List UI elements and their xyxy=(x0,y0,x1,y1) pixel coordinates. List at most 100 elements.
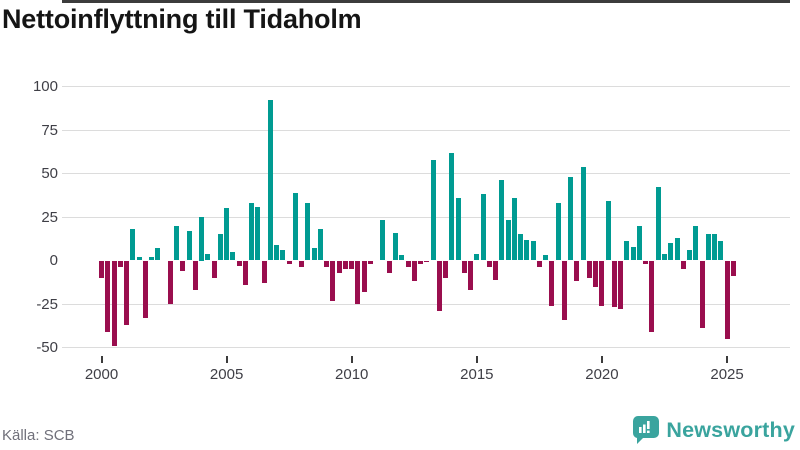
bar-positive xyxy=(311,248,317,261)
bar-positive xyxy=(224,208,230,261)
bar-positive xyxy=(474,253,480,261)
bar-negative xyxy=(236,260,242,266)
bar-negative xyxy=(493,260,499,280)
zero-axis-line xyxy=(62,0,790,3)
bar-negative xyxy=(468,260,474,291)
bar-negative xyxy=(724,260,730,339)
bar-negative xyxy=(299,260,305,268)
bar-negative xyxy=(418,260,424,264)
bar-positive xyxy=(630,246,636,261)
bar-negative xyxy=(330,260,336,301)
bar-negative xyxy=(105,260,111,332)
bar-positive xyxy=(130,229,136,261)
bar-positive xyxy=(705,234,711,261)
bar-positive xyxy=(605,201,611,261)
x-tick-label: 2015 xyxy=(460,366,494,383)
bar-positive xyxy=(255,206,261,261)
bar-negative xyxy=(336,260,342,273)
bar-positive xyxy=(655,187,661,261)
newsworthy-wordmark: Newsworthy xyxy=(666,417,795,442)
bar-positive xyxy=(292,192,298,261)
bar-negative xyxy=(486,260,492,268)
bar-positive xyxy=(249,203,255,261)
bar-negative xyxy=(586,260,592,278)
x-tick-mark xyxy=(600,356,603,363)
gridline xyxy=(62,86,790,87)
bar-positive xyxy=(511,197,517,261)
newsworthy-logo[interactable]: Newsworthy xyxy=(633,416,795,444)
y-tick-label: -25 xyxy=(36,295,58,313)
y-tick-label: 75 xyxy=(41,121,58,139)
bar-positive xyxy=(305,203,311,261)
bar-positive xyxy=(518,234,524,261)
bar-positive xyxy=(624,241,630,261)
bar-positive xyxy=(480,194,486,261)
bar-positive xyxy=(136,257,142,261)
bar-negative xyxy=(192,260,198,291)
bar-negative xyxy=(142,260,148,318)
bar-positive xyxy=(661,253,667,261)
bar-negative xyxy=(574,260,580,282)
bar-negative xyxy=(680,260,686,270)
bar-positive xyxy=(580,166,586,261)
bar-positive xyxy=(674,237,680,261)
bar-positive xyxy=(449,152,455,261)
bar-positive xyxy=(555,203,561,261)
x-tick-label: 2000 xyxy=(84,366,119,383)
bar-negative xyxy=(411,260,417,282)
bar-positive xyxy=(455,197,461,261)
bar-negative xyxy=(355,260,361,304)
y-tick-label: 50 xyxy=(41,165,58,182)
bar-negative xyxy=(599,260,605,306)
x-tick-mark xyxy=(350,356,353,363)
bar-negative xyxy=(349,260,355,270)
bar-positive xyxy=(505,220,511,261)
bar-positive xyxy=(687,250,693,261)
bar-positive xyxy=(186,230,192,261)
bar-negative xyxy=(324,260,330,268)
bar-negative xyxy=(367,260,373,264)
bar-positive xyxy=(543,255,549,261)
y-tick-label: -50 xyxy=(36,339,58,356)
bar-positive xyxy=(668,243,674,261)
bar-positive xyxy=(636,225,642,261)
y-tick-label: 25 xyxy=(41,208,58,226)
bar-positive xyxy=(530,241,536,261)
source-note: Källa: SCB xyxy=(2,427,75,444)
bar-negative xyxy=(536,260,542,268)
bar-positive xyxy=(568,176,574,261)
bar-positive xyxy=(274,244,280,261)
bar-positive xyxy=(205,253,211,261)
bar-negative xyxy=(124,260,130,325)
bar-negative xyxy=(286,260,292,264)
bar-positive xyxy=(399,255,405,261)
gridline xyxy=(62,216,790,218)
chart-title: Nettoinflyttning till Tidaholm xyxy=(2,4,362,34)
bar-positive xyxy=(524,239,530,261)
x-tick-label: 2005 xyxy=(209,366,244,383)
bar-negative xyxy=(593,260,599,287)
bar-negative xyxy=(436,260,442,311)
bar-negative xyxy=(117,260,123,268)
bar-positive xyxy=(430,159,436,261)
bar-negative xyxy=(111,260,117,346)
bar-negative xyxy=(730,260,736,277)
bar-negative xyxy=(643,260,649,264)
bar-negative xyxy=(180,260,186,271)
bar-negative xyxy=(424,260,430,263)
x-tick-label: 2025 xyxy=(710,366,744,383)
bar-negative xyxy=(361,260,367,292)
bar-positive xyxy=(217,234,223,261)
bar-positive xyxy=(149,257,155,261)
x-tick-mark xyxy=(475,356,478,363)
bar-positive xyxy=(712,234,718,261)
gridline xyxy=(62,173,790,174)
bar-negative xyxy=(386,260,392,273)
bar-positive xyxy=(380,220,386,261)
newsworthy-bubble-icon xyxy=(633,416,660,444)
bar-positive xyxy=(155,248,161,261)
bar-negative xyxy=(611,260,617,308)
gridline xyxy=(62,303,790,305)
